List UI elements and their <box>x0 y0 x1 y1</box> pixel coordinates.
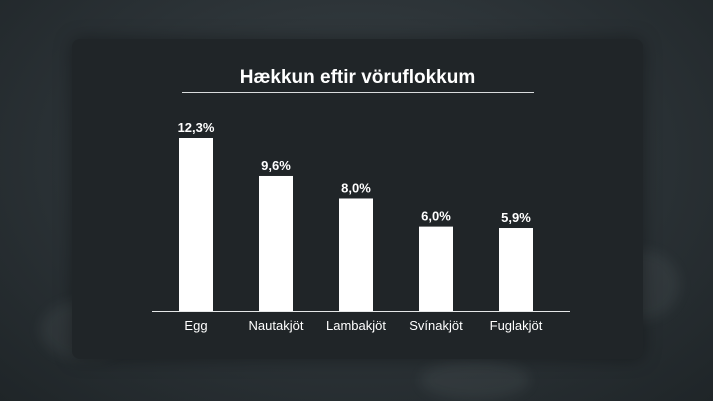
chart-title: Hækkun eftir vöruflokkum <box>239 67 476 88</box>
x-tick-label: Lambakjöt <box>326 318 386 333</box>
data-label: 5,9% <box>501 210 531 225</box>
x-tick-label: Egg <box>184 318 207 333</box>
background-blur <box>420 360 530 400</box>
bar-egg <box>179 138 213 311</box>
x-tick-label: Nautakjöt <box>249 318 304 333</box>
bar-lambakjöt <box>339 198 373 311</box>
data-label: 8,0% <box>341 180 371 195</box>
chart-panel: Hækkun eftir vöruflokkum 12,3% Egg 9,6% Nau… <box>72 39 643 359</box>
data-label: 12,3% <box>178 120 215 135</box>
bar-fuglakjöt <box>499 228 533 311</box>
x-tick-label: Fuglakjöt <box>490 318 543 333</box>
x-tick-label: Svínakjöt <box>409 318 463 333</box>
data-label: 9,6% <box>261 158 291 173</box>
bar-nautakjöt <box>259 175 293 311</box>
bar-chart: 12,3% Egg 9,6% Nautakjöt 8,0% Lambakjöt 6,0% Sv… <box>152 120 570 333</box>
bar-svínakjöt <box>419 226 453 311</box>
title-underline <box>182 92 534 93</box>
data-label: 6,0% <box>421 209 451 224</box>
